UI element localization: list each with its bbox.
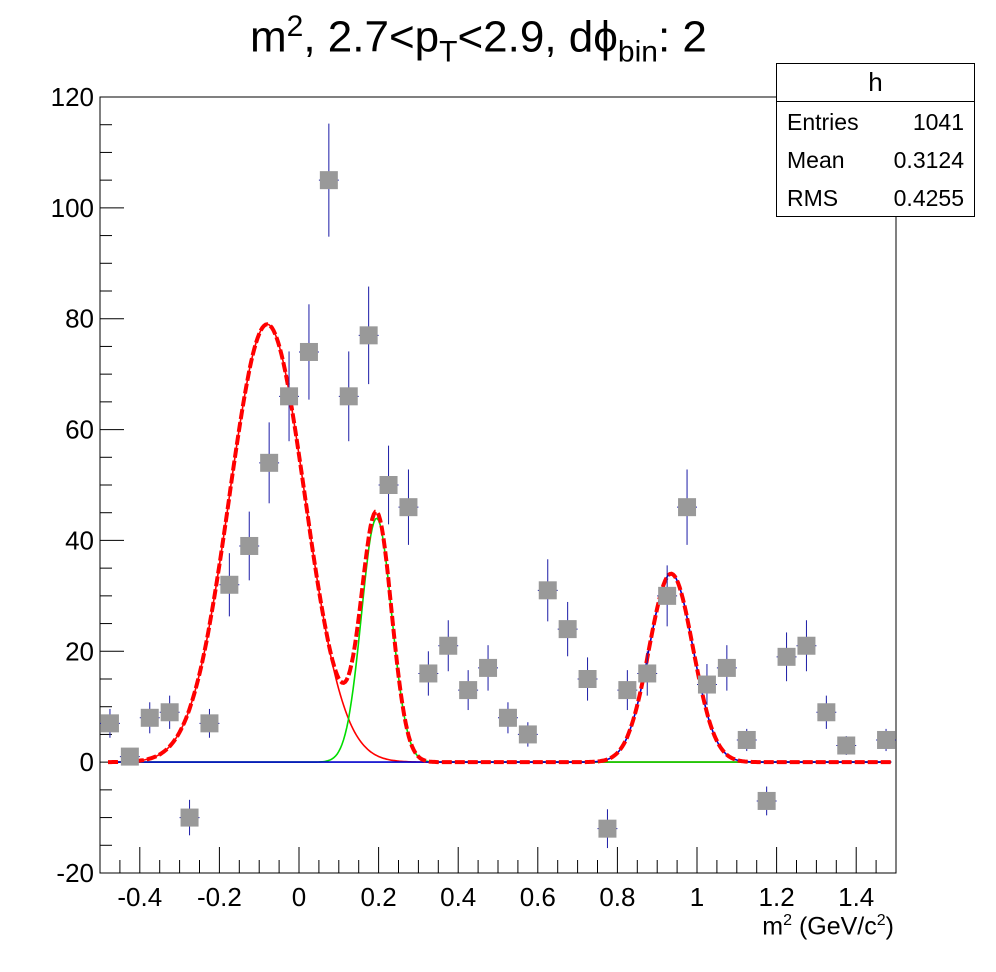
data-points-layer [100, 123, 896, 849]
data-point-marker [439, 636, 458, 655]
x-tick-label: 1 [690, 882, 704, 912]
data-point-marker [140, 708, 159, 727]
data-point-marker [319, 171, 338, 190]
x-tick-label: 0.2 [361, 882, 397, 912]
data-point-marker [220, 575, 239, 594]
stats-mean-row: Mean 0.3124 [777, 140, 974, 178]
x-tick-label: 0.4 [440, 882, 476, 912]
data-point-marker [100, 714, 119, 733]
data-point-marker [359, 326, 378, 345]
data-point-marker [558, 620, 577, 639]
data-point-marker [578, 670, 597, 688]
stats-rms-value: 0.4255 [893, 185, 964, 211]
stats-mean-value: 0.3124 [893, 147, 964, 173]
data-point-marker [638, 664, 657, 683]
chart-title: m2, 2.7<pT<2.9, dϕbin: 2 [250, 10, 707, 69]
y-tick-label: 40 [65, 525, 94, 555]
data-point-marker [697, 675, 716, 694]
data-point-marker [160, 703, 179, 722]
title-sub-bin: bin [617, 35, 658, 69]
xlabel-unit-close: ) [885, 912, 894, 941]
title-m: m [250, 12, 287, 62]
data-point-marker [817, 703, 836, 722]
y-tick-label: -20 [56, 858, 94, 888]
title-sub-t: T [439, 35, 458, 69]
y-tick-label: 0 [80, 747, 94, 777]
data-point-marker [797, 636, 816, 655]
fit-component-curve-1 [108, 323, 892, 763]
y-tick-label: 20 [65, 636, 94, 666]
stats-mean-label: Mean [787, 147, 845, 173]
data-point-marker [598, 819, 617, 838]
data-point-marker [459, 681, 478, 700]
x-tick-label: 1.4 [838, 882, 874, 912]
data-point-marker [260, 453, 279, 472]
x-tick-label: 1.2 [759, 882, 795, 912]
data-point-marker [280, 387, 299, 406]
stats-box: h Entries 1041 Mean 0.3124 RMS 0.4255 [776, 63, 975, 217]
x-tick-label: 0.8 [599, 882, 635, 912]
data-point-marker [479, 658, 498, 677]
x-tick-label: -0.2 [197, 882, 242, 912]
title-mid2: <2.9, dϕ [457, 12, 618, 62]
data-point-marker [299, 342, 318, 361]
data-point-marker [837, 736, 856, 755]
fit-component-curve-3 [108, 572, 892, 763]
fit-curves-layer [108, 322, 892, 765]
stats-name: h [777, 64, 974, 102]
x-tick-label: 0 [292, 882, 306, 912]
data-point-marker [200, 714, 219, 733]
data-point-marker [618, 681, 637, 700]
data-point-marker [419, 664, 438, 683]
x-axis-label: m2 (GeV/c2) [762, 912, 894, 941]
data-point-marker [877, 730, 896, 749]
title-mid: , 2.7<p [303, 12, 440, 62]
x-tick-label: 0.6 [520, 882, 556, 912]
data-point-marker [757, 791, 776, 810]
y-tick-label: 80 [65, 304, 94, 334]
data-point-marker [180, 808, 199, 827]
data-point-marker [658, 586, 677, 605]
data-point-marker [538, 581, 557, 600]
data-point-marker [777, 647, 796, 666]
title-suffix: : 2 [657, 12, 707, 62]
stats-entries-value: 1041 [912, 109, 964, 135]
x-tick-label: -0.4 [117, 882, 162, 912]
stats-entries-label: Entries [787, 109, 859, 135]
fit-total-curve [108, 322, 892, 765]
xlabel-unit-sup: 2 [876, 912, 886, 929]
stats-entries-row: Entries 1041 [777, 102, 974, 140]
data-point-marker [240, 536, 259, 555]
title-sup: 2 [286, 10, 304, 43]
data-point-marker [678, 498, 697, 517]
xlabel-sup: 2 [783, 912, 793, 929]
y-tick-label: 120 [51, 82, 94, 112]
data-point-marker [120, 747, 139, 766]
xlabel-base: m [762, 912, 784, 941]
data-point-marker [399, 498, 418, 517]
y-tick-label: 60 [65, 415, 94, 445]
y-tick-label: 100 [51, 193, 94, 223]
data-point-marker [717, 658, 736, 677]
xlabel-unit-open: (GeV/c [792, 912, 877, 941]
axes-layer: -0.4 -0.2 0 0.2 0.4 0.6 0.8 1 1.2 1.4 -20 0 20 40 60 80… [51, 82, 897, 912]
data-point-marker [737, 730, 756, 749]
stats-rms-label: RMS [787, 185, 839, 211]
data-point-marker [518, 725, 537, 744]
data-point-marker [339, 387, 358, 406]
stats-rms-row: RMS 0.4255 [777, 178, 974, 216]
data-point-marker [379, 476, 398, 494]
data-point-marker [498, 708, 517, 727]
